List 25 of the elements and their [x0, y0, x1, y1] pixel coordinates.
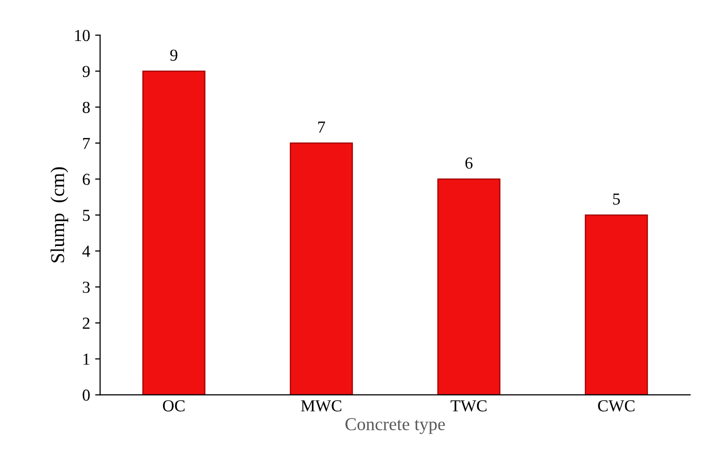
- bar: [437, 178, 500, 395]
- bar: [290, 142, 353, 395]
- x-tick-label: MWC: [301, 400, 342, 412]
- data-label: 7: [318, 122, 326, 133]
- y-tick-label: 1: [84, 354, 90, 365]
- y-axis-title: Slump (cm): [50, 167, 68, 262]
- y-tick-label: 5: [83, 210, 90, 221]
- y-tick-label: 10: [75, 30, 90, 42]
- y-tick-label: 7: [83, 138, 90, 149]
- x-tick-label: TWC: [450, 400, 486, 412]
- data-label: 6: [465, 158, 473, 169]
- y-tick-label: 2: [82, 318, 90, 329]
- y-tick-label: 3: [82, 282, 90, 293]
- bar: [142, 70, 206, 395]
- y-tick-label: 4: [82, 246, 90, 257]
- y-tick-label: 8: [82, 102, 90, 114]
- y-tick-label: 6: [82, 174, 90, 185]
- data-label: 5: [613, 194, 620, 205]
- y-tick-label: 9: [82, 66, 90, 78]
- x-tick-label: CWC: [598, 400, 634, 412]
- x-tick-label: OC: [162, 400, 185, 412]
- y-tick-label: 0: [82, 390, 90, 401]
- x-axis-title: Concrete type: [345, 418, 445, 434]
- bar: [584, 214, 648, 395]
- data-label: 9: [170, 50, 178, 61]
